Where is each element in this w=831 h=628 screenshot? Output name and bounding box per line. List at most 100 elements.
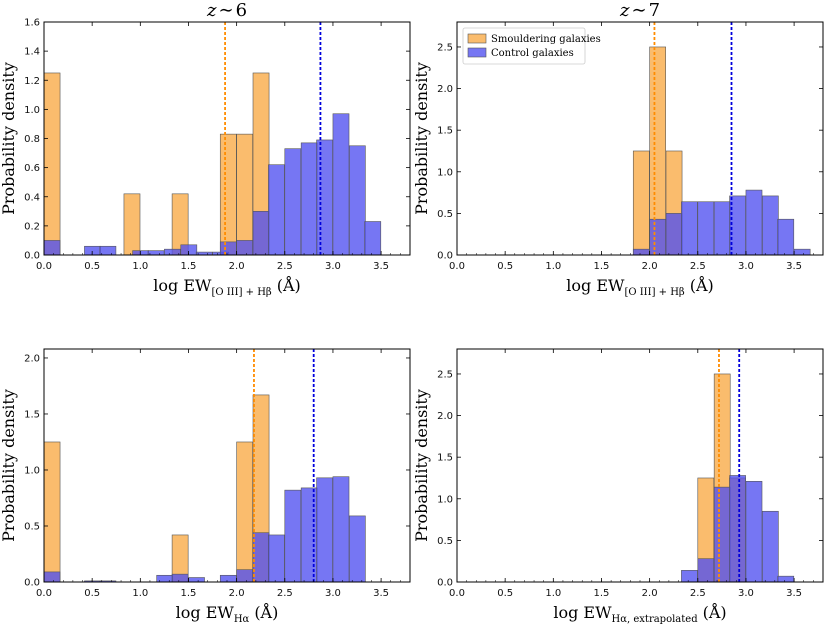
x-tick-label: 0.5 <box>84 261 100 272</box>
x-tick-label: 1.5 <box>594 588 610 599</box>
x-tick-label: 2.5 <box>277 261 293 272</box>
x-tick-label: 3.5 <box>373 261 389 272</box>
x-tick-label: 1.5 <box>181 588 197 599</box>
x-tick-label: 1.0 <box>132 261 148 272</box>
panel-title: z ∼ 6 <box>206 0 247 21</box>
y-axis-label: Probability density <box>412 62 431 215</box>
smouldering-bar <box>43 72 61 256</box>
x-axis-label-unit: (Å) <box>277 275 301 295</box>
control-bar <box>236 569 253 583</box>
control-bar <box>43 571 61 583</box>
control-bar <box>713 201 731 256</box>
y-tick-label: 1.5 <box>24 409 40 420</box>
y-tick-label: 2.0 <box>437 411 453 422</box>
x-axis-label-subscript: Hα, extrapolated <box>612 614 699 625</box>
legend-swatch <box>467 33 487 44</box>
legend-label: Control galaxies <box>491 48 574 59</box>
x-axis-label-main: log EW <box>553 603 612 622</box>
control-bar <box>665 213 683 256</box>
y-tick-label: 1.0 <box>24 465 40 476</box>
legend-box <box>462 27 586 65</box>
series-control <box>632 189 811 256</box>
x-axis-label: log EW[O III] + Hβ (Å) <box>153 275 301 298</box>
y-tick-label: 0.5 <box>24 521 40 532</box>
x-axis-label-subscript: [O III] + Hβ <box>211 287 271 298</box>
x-tick-label: 2.5 <box>277 588 293 599</box>
title-value: 6 <box>236 0 247 21</box>
y-tick-label: 1.6 <box>24 18 40 29</box>
title-value: 7 <box>649 0 660 21</box>
control-bar <box>332 113 350 256</box>
panel-3: 0.0 0.5 1.0 1.5 2.0 2.5 3.0 3.5 0.0 0.5 1.0 1.5 2.0 P… <box>0 348 411 625</box>
x-tick-label: 0.5 <box>497 261 513 272</box>
smouldering-bar <box>123 193 141 256</box>
x-tick-label: 3.5 <box>373 588 389 599</box>
control-bar <box>632 248 650 256</box>
control-bar <box>349 515 366 583</box>
control-bar <box>252 532 270 583</box>
x-tick-label: 2.0 <box>642 588 658 599</box>
title-variable: z <box>619 0 630 21</box>
x-tick-label: 3.0 <box>738 588 754 599</box>
control-bar <box>697 558 715 583</box>
x-axis-label-main: log EW <box>153 276 212 295</box>
x-tick-label: 0.5 <box>84 588 100 599</box>
control-bar <box>745 189 763 256</box>
legend: Smouldering galaxies Control galaxies <box>462 27 601 65</box>
smouldering-bar <box>236 441 253 583</box>
panel-4: 0.0 0.5 1.0 1.5 2.0 2.5 3.0 3.5 0.0 0.5 1.0 1.5 2.0 2… <box>412 348 824 625</box>
title-variable: z <box>206 0 217 21</box>
y-tick-label: 2.5 <box>437 369 453 380</box>
x-axis-label: log EW[O III] + Hβ (Å) <box>566 275 714 298</box>
x-tick-label: 0.0 <box>36 588 52 599</box>
y-tick-label: 1.0 <box>437 167 453 178</box>
control-bar <box>236 240 253 256</box>
title-symbol: ∼ <box>218 0 233 21</box>
x-axis-label-unit: (Å) <box>703 602 727 622</box>
control-bar <box>364 221 382 256</box>
control-bar <box>681 570 698 583</box>
control-bar <box>713 486 731 583</box>
y-tick-label: 0.0 <box>437 251 453 262</box>
control-bar <box>268 534 285 583</box>
y-tick-label: 2.0 <box>437 84 453 95</box>
x-tick-label: 2.0 <box>229 588 245 599</box>
control-bar <box>332 476 350 583</box>
y-tick-label: 0.0 <box>24 251 40 262</box>
control-bar <box>697 201 715 256</box>
control-bar <box>171 573 189 583</box>
x-axis-label-unit: (Å) <box>254 602 278 622</box>
x-tick-label: 0.0 <box>36 261 52 272</box>
y-axis-label: Probability density <box>0 62 18 215</box>
control-bar <box>147 250 165 256</box>
control-bar <box>729 475 746 583</box>
control-bar <box>681 201 698 256</box>
y-tick-label: 1.4 <box>24 47 40 58</box>
control-bar <box>316 139 333 256</box>
x-axis-label-main: log EW <box>566 276 625 295</box>
x-tick-label: 1.0 <box>545 261 561 272</box>
y-tick-label: 0.8 <box>24 134 40 145</box>
y-tick-label: 2.0 <box>24 353 40 364</box>
y-tick-label: 0.0 <box>24 578 40 589</box>
control-bar <box>164 248 181 256</box>
y-tick-label: 2.5 <box>437 42 453 53</box>
y-tick-label: 1.2 <box>24 76 40 87</box>
x-tick-label: 3.5 <box>786 261 802 272</box>
y-tick-label: 1.0 <box>437 494 453 505</box>
control-bar <box>300 142 318 256</box>
control-bar <box>219 241 237 256</box>
x-tick-label: 2.5 <box>690 261 706 272</box>
title-symbol: ∼ <box>631 0 646 21</box>
x-tick-label: 3.5 <box>786 588 802 599</box>
x-tick-label: 2.5 <box>690 588 706 599</box>
panel-title: z ∼ 7 <box>619 0 660 21</box>
x-axis-label: log EWHα, extrapolated (Å) <box>553 602 726 625</box>
x-tick-label: 0.0 <box>449 261 465 272</box>
x-tick-label: 3.0 <box>738 261 754 272</box>
x-tick-label: 1.0 <box>545 588 561 599</box>
y-tick-label: 0.5 <box>437 536 453 547</box>
x-axis-label-subscript: [O III] + Hβ <box>624 287 684 298</box>
y-axis-label: Probability density <box>412 389 431 542</box>
x-tick-label: 1.0 <box>132 588 148 599</box>
